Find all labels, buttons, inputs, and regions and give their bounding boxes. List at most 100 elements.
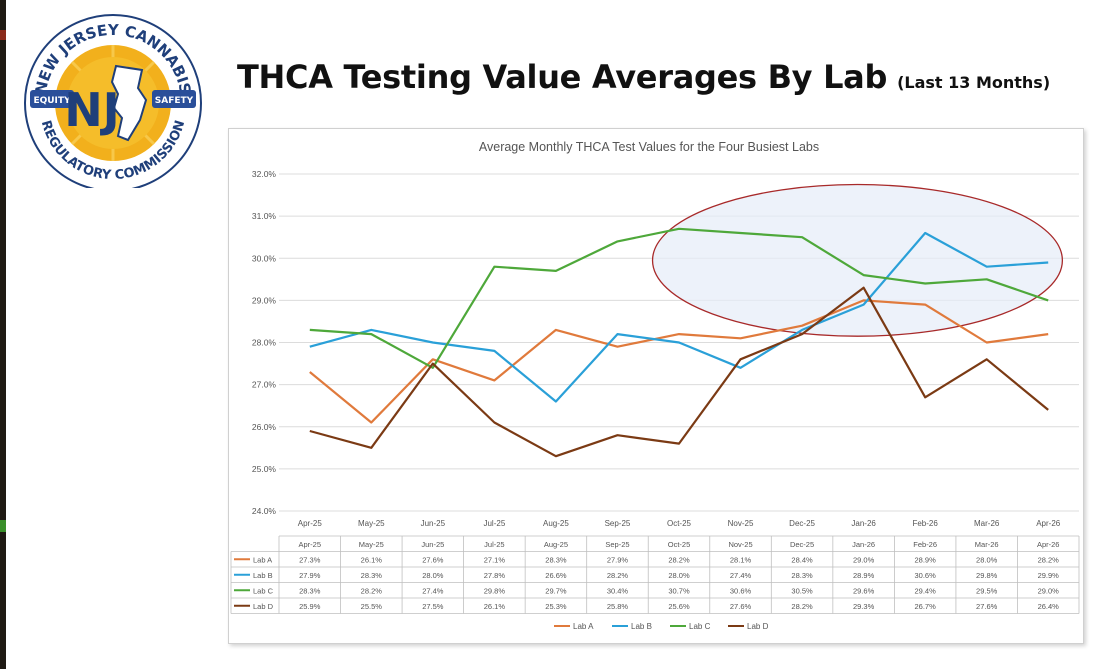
x-tick-label: Feb-26: [912, 519, 938, 528]
table-value-cell: 26.6%: [545, 571, 567, 580]
table-value-cell: 28.3%: [545, 555, 567, 564]
table-header-cell: Aug-25: [544, 540, 568, 549]
table-value-cell: 27.3%: [299, 555, 321, 564]
y-tick-label: 29.0%: [252, 295, 277, 305]
table-value-cell: 30.6%: [730, 586, 752, 595]
table-header-cell: Sep-25: [605, 540, 629, 549]
table-value-cell: 29.5%: [976, 586, 998, 595]
x-tick-label: Aug-25: [543, 519, 569, 528]
table-value-cell: 28.3%: [361, 571, 383, 580]
y-tick-label: 24.0%: [252, 506, 277, 516]
table-value-cell: 26.1%: [361, 555, 383, 564]
legend-label: Lab B: [631, 622, 652, 631]
table-value-cell: 25.9%: [299, 602, 321, 611]
table-header-cell: Apr-26: [1037, 540, 1060, 549]
table-value-cell: 28.1%: [730, 555, 752, 564]
table-value-cell: 28.0%: [976, 555, 998, 564]
table-value-cell: 28.2%: [361, 586, 383, 595]
y-tick-label: 30.0%: [252, 253, 277, 263]
table-value-cell: 27.4%: [730, 571, 752, 580]
table-header-cell: Jul-25: [484, 540, 504, 549]
chart-title: Average Monthly THCA Test Values for the…: [479, 140, 819, 154]
legend-label: Lab D: [747, 622, 769, 631]
table-value-cell: 25.6%: [668, 602, 690, 611]
series-line-lab-c: [309, 227, 1049, 369]
page-subtitle: (Last 13 Months): [897, 73, 1051, 92]
table-value-cell: 26.4%: [1038, 602, 1060, 611]
series-line-lab-a: [309, 299, 1049, 424]
table-value-cell: 30.5%: [791, 586, 813, 595]
table-value-cell: 29.6%: [853, 586, 875, 595]
table-value-cell: 28.2%: [607, 571, 629, 580]
x-tick-label: Sep-25: [605, 519, 631, 528]
seal-safety-badge: SAFETY: [155, 96, 194, 106]
x-tick-label: Mar-26: [974, 519, 1000, 528]
table-value-cell: 29.8%: [484, 586, 506, 595]
table-value-cell: 28.2%: [791, 602, 813, 611]
seal-nj-mark: NJ: [64, 83, 120, 137]
y-tick-label: 25.0%: [252, 464, 277, 474]
series-line-lab-b: [309, 231, 1049, 403]
table-value-cell: 28.9%: [853, 571, 875, 580]
table-value-cell: 26.7%: [915, 602, 937, 611]
table-value-cell: 28.9%: [915, 555, 937, 564]
table-value-cell: 27.6%: [976, 602, 998, 611]
table-row-label: Lab A: [253, 555, 272, 564]
x-tick-label: Jun-25: [421, 519, 446, 528]
x-tick-label: Oct-25: [667, 519, 692, 528]
table-value-cell: 25.5%: [361, 602, 383, 611]
legend-label: Lab A: [573, 622, 594, 631]
table-value-cell: 27.8%: [484, 571, 506, 580]
table-value-cell: 28.2%: [668, 555, 690, 564]
table-value-cell: 28.3%: [299, 586, 321, 595]
table-value-cell: 25.8%: [607, 602, 629, 611]
table-value-cell: 28.3%: [791, 571, 813, 580]
table-row-label: Lab D: [253, 602, 274, 611]
seal-equity-badge: EQUITY: [33, 96, 71, 106]
x-tick-label: Nov-25: [728, 519, 754, 528]
table-value-cell: 29.9%: [1038, 571, 1060, 580]
table-header-cell: Jun-25: [421, 540, 444, 549]
table-header-cell: Apr-25: [299, 540, 322, 549]
chart-panel: Average Monthly THCA Test Values for the…: [228, 128, 1084, 644]
table-value-cell: 26.1%: [484, 602, 506, 611]
table-value-cell: 27.9%: [299, 571, 321, 580]
table-value-cell: 28.4%: [791, 555, 813, 564]
table-header-cell: Jan-26: [852, 540, 875, 549]
legend-label: Lab C: [689, 622, 711, 631]
table-header-cell: Feb-26: [913, 540, 937, 549]
table-value-cell: 25.3%: [545, 602, 567, 611]
table-header-cell: May-25: [359, 540, 384, 549]
x-tick-label: Dec-25: [789, 519, 815, 528]
y-tick-label: 28.0%: [252, 338, 277, 348]
table-row-label: Lab B: [253, 571, 273, 580]
table-value-cell: 28.0%: [422, 571, 444, 580]
x-tick-label: Jul-25: [483, 519, 505, 528]
x-tick-label: May-25: [358, 519, 385, 528]
table-value-cell: 30.4%: [607, 586, 629, 595]
table-header-cell: Nov-25: [728, 540, 752, 549]
table-value-cell: 29.4%: [915, 586, 937, 595]
page-title: THCA Testing Value Averages By Lab: [237, 58, 888, 96]
table-value-cell: 28.0%: [668, 571, 690, 580]
table-header-cell: Oct-25: [668, 540, 691, 549]
table-value-cell: 28.2%: [1038, 555, 1060, 564]
table-value-cell: 29.0%: [853, 555, 875, 564]
x-tick-label: Jan-26: [851, 519, 876, 528]
table-value-cell: 29.3%: [853, 602, 875, 611]
table-value-cell: 27.6%: [730, 602, 752, 611]
line-chart: Average Monthly THCA Test Values for the…: [230, 140, 1080, 631]
x-tick-label: Apr-25: [298, 519, 323, 528]
table-row-label: Lab C: [253, 586, 274, 595]
table-header-cell: Dec-25: [790, 540, 814, 549]
y-tick-label: 27.0%: [252, 380, 277, 390]
table-header-cell: Mar-26: [975, 540, 999, 549]
left-edge-strip: [0, 0, 6, 669]
table-value-cell: 29.0%: [1038, 586, 1060, 595]
table-value-cell: 30.6%: [915, 571, 937, 580]
table-value-cell: 27.6%: [422, 555, 444, 564]
table-value-cell: 30.7%: [668, 586, 690, 595]
table-value-cell: 29.8%: [976, 571, 998, 580]
table-value-cell: 27.5%: [422, 602, 444, 611]
table-value-cell: 27.9%: [607, 555, 629, 564]
